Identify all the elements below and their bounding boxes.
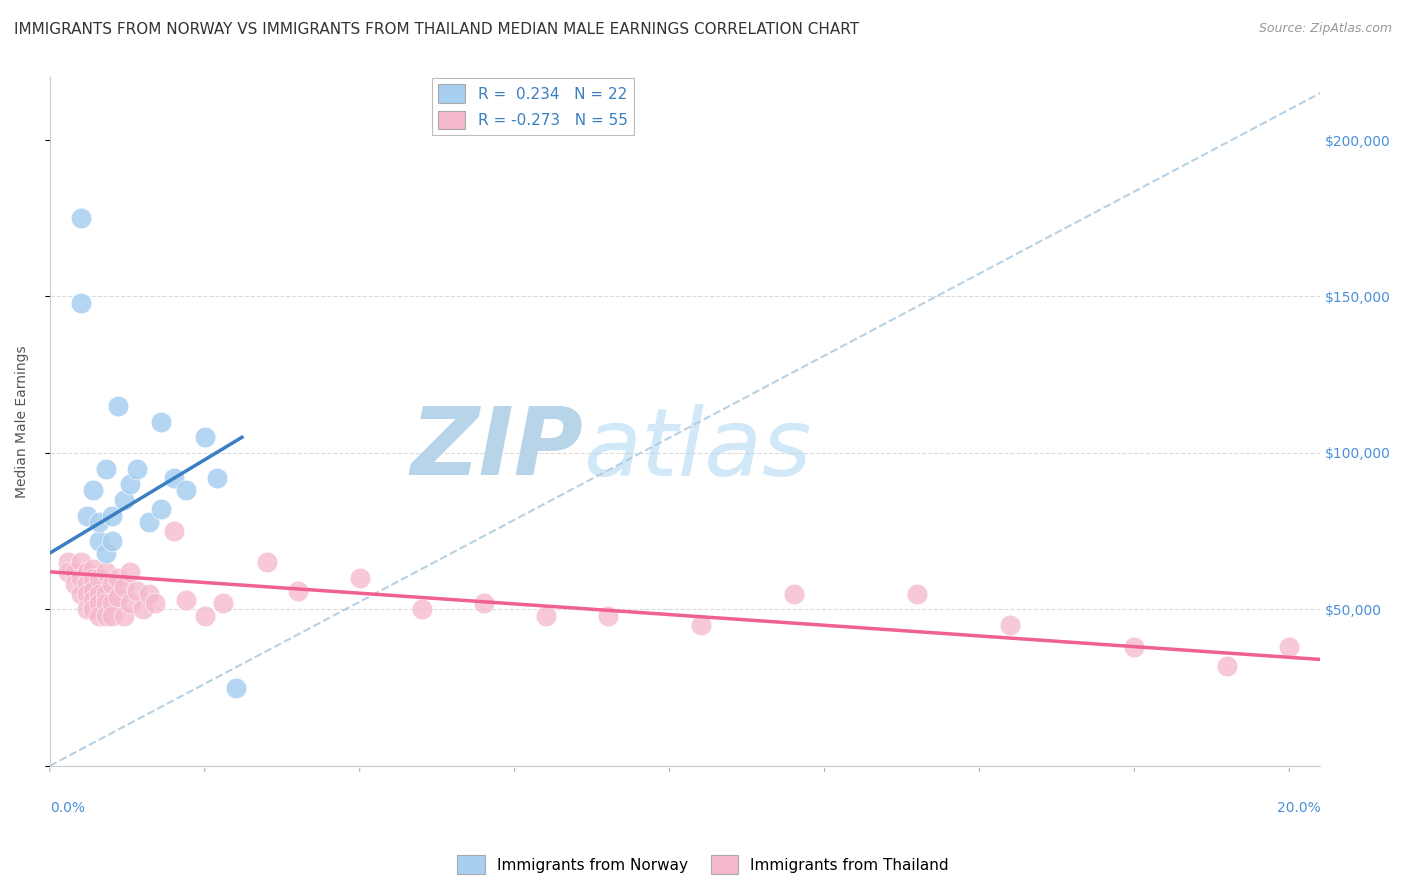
Legend: Immigrants from Norway, Immigrants from Thailand: Immigrants from Norway, Immigrants from … — [451, 849, 955, 880]
Text: Source: ZipAtlas.com: Source: ZipAtlas.com — [1258, 22, 1392, 36]
Point — [534, 608, 557, 623]
Point — [194, 430, 217, 444]
Point — [94, 608, 117, 623]
Point — [82, 602, 104, 616]
Point — [112, 492, 135, 507]
Point — [101, 508, 124, 523]
Point — [112, 608, 135, 623]
Point — [89, 515, 111, 529]
Point — [69, 587, 91, 601]
Point — [82, 583, 104, 598]
Point — [1000, 618, 1022, 632]
Y-axis label: Median Male Earnings: Median Male Earnings — [15, 345, 30, 498]
Point — [94, 587, 117, 601]
Text: atlas: atlas — [583, 404, 811, 495]
Point — [689, 618, 711, 632]
Point — [143, 596, 166, 610]
Point — [1216, 658, 1239, 673]
Point — [76, 587, 98, 601]
Text: ZIP: ZIP — [411, 403, 583, 495]
Point — [69, 295, 91, 310]
Point — [163, 471, 186, 485]
Point — [287, 583, 309, 598]
Point — [58, 565, 80, 579]
Point — [150, 502, 173, 516]
Point — [782, 587, 804, 601]
Point — [1278, 640, 1301, 654]
Point — [82, 562, 104, 576]
Point — [89, 587, 111, 601]
Point — [69, 211, 91, 226]
Point — [89, 571, 111, 585]
Point — [411, 602, 433, 616]
Point — [472, 596, 495, 610]
Point — [101, 596, 124, 610]
Point — [107, 399, 129, 413]
Point — [69, 571, 91, 585]
Point — [1123, 640, 1146, 654]
Point — [205, 471, 228, 485]
Point — [89, 533, 111, 548]
Point — [125, 583, 148, 598]
Point — [256, 556, 278, 570]
Point — [63, 565, 86, 579]
Point — [120, 565, 142, 579]
Point — [174, 483, 197, 498]
Point — [94, 546, 117, 560]
Point — [107, 571, 129, 585]
Point — [76, 602, 98, 616]
Point — [76, 565, 98, 579]
Point — [82, 483, 104, 498]
Point — [138, 587, 160, 601]
Text: 20.0%: 20.0% — [1277, 800, 1320, 814]
Point — [69, 556, 91, 570]
Point — [150, 415, 173, 429]
Point — [349, 571, 371, 585]
Point — [94, 596, 117, 610]
Point — [132, 602, 155, 616]
Point — [58, 556, 80, 570]
Point — [194, 608, 217, 623]
Point — [112, 581, 135, 595]
Point — [82, 593, 104, 607]
Point — [907, 587, 929, 601]
Point — [101, 608, 124, 623]
Point — [82, 571, 104, 585]
Point — [125, 461, 148, 475]
Point — [120, 477, 142, 491]
Point — [76, 508, 98, 523]
Point — [101, 577, 124, 591]
Text: 0.0%: 0.0% — [49, 800, 84, 814]
Point — [89, 596, 111, 610]
Point — [174, 593, 197, 607]
Point — [138, 515, 160, 529]
Text: IMMIGRANTS FROM NORWAY VS IMMIGRANTS FROM THAILAND MEDIAN MALE EARNINGS CORRELAT: IMMIGRANTS FROM NORWAY VS IMMIGRANTS FRO… — [14, 22, 859, 37]
Point — [89, 608, 111, 623]
Point — [225, 681, 247, 695]
Point — [63, 577, 86, 591]
Point — [596, 608, 619, 623]
Point — [94, 565, 117, 579]
Legend: R =  0.234   N = 22, R = -0.273   N = 55: R = 0.234 N = 22, R = -0.273 N = 55 — [432, 78, 634, 136]
Point — [101, 533, 124, 548]
Point — [76, 577, 98, 591]
Point — [163, 524, 186, 538]
Point — [212, 596, 235, 610]
Point — [94, 461, 117, 475]
Point — [120, 596, 142, 610]
Point — [107, 590, 129, 604]
